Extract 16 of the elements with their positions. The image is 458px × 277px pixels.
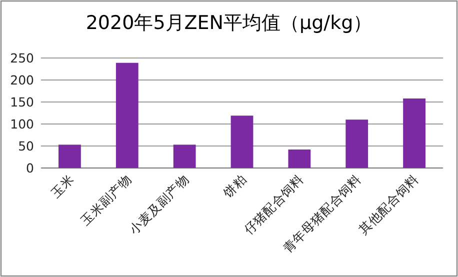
chart-title: 2020年5月ZEN平均值（μg/kg） (86, 12, 372, 34)
bar (230, 116, 254, 168)
y-tick-label: 150 (10, 94, 34, 110)
bar (403, 98, 426, 168)
y-tick-label: 100 (10, 116, 34, 132)
bar (116, 62, 138, 168)
y-tick-label: 0 (26, 160, 34, 176)
y-tick-label: 200 (10, 72, 34, 88)
y-tick-label: 50 (18, 138, 34, 154)
bar (173, 144, 196, 168)
bar (58, 144, 81, 168)
x-tick-label: 玉米 (48, 172, 77, 201)
bar (346, 120, 368, 168)
y-tick-label: 250 (10, 50, 34, 66)
bar (288, 150, 311, 168)
x-tick-label: 饼粕 (219, 172, 250, 202)
